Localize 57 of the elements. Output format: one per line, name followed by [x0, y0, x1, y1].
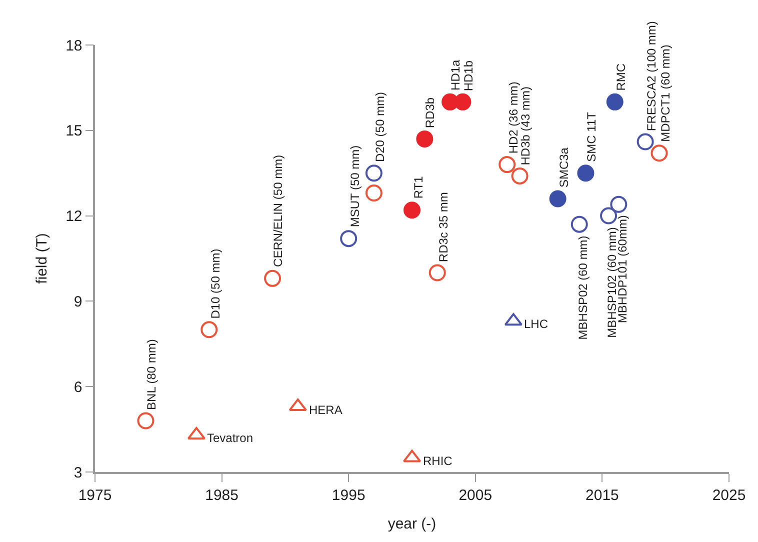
point — [549, 190, 566, 208]
annotation: RD3b — [423, 97, 438, 128]
x-tick-label: 1985 — [205, 486, 238, 504]
annotation: BNL (80 mm) — [144, 339, 158, 410]
annotation: MBHSP02 (60 mm) — [576, 236, 590, 340]
annotation: HD3b (43 mm) — [518, 86, 532, 166]
y-tick-label: 18 — [66, 37, 82, 54]
point — [570, 216, 588, 233]
y-tick-label: 12 — [66, 208, 82, 226]
annotation: HD1b — [461, 60, 476, 92]
annotation: HD2 (36 mm) — [506, 82, 521, 154]
y-axis-title: field (T) — [33, 233, 50, 284]
x-tick-label: 2025 — [712, 486, 746, 504]
annotation: HD1a — [448, 59, 463, 90]
point — [511, 167, 528, 184]
annotation: MSUT (50 mm) — [348, 145, 362, 228]
annotation: CERN/ELIN (50 mm) — [271, 154, 286, 267]
point — [428, 264, 446, 282]
point — [264, 270, 282, 287]
point — [340, 230, 358, 248]
x-tick-label: 1975 — [78, 486, 112, 504]
annotation: RD3c 35 mm — [436, 192, 451, 262]
point — [600, 207, 618, 224]
point — [636, 133, 654, 150]
point — [650, 144, 668, 162]
point — [498, 156, 516, 174]
x-axis-title: year (-) — [388, 515, 436, 532]
y-tick-label: 9 — [74, 293, 82, 310]
x-tick-label: 2005 — [458, 486, 492, 504]
x-tick-label: 1995 — [332, 486, 366, 504]
annotation: LHC — [524, 317, 548, 331]
annotation: RMC — [614, 63, 628, 91]
annotation: SMC 11T — [584, 111, 599, 162]
annotation: RHIC — [423, 454, 453, 468]
annotation: MDPCT1 (60 mm) — [658, 44, 673, 142]
point — [610, 196, 628, 213]
annotation: HERA — [309, 403, 342, 417]
y-tick-label: 15 — [66, 122, 82, 140]
point — [365, 164, 382, 182]
x-tick-label: 2015 — [586, 486, 619, 504]
point — [365, 184, 382, 202]
point — [404, 202, 420, 219]
point — [200, 321, 218, 338]
annotation: RT1 — [411, 176, 426, 199]
point — [416, 130, 434, 148]
annotation: FRESCA2 (100 mm) — [644, 21, 659, 132]
annotation: D20 (50 mm) — [372, 92, 387, 162]
point — [606, 93, 624, 110]
annotation: D10 (50 mm) — [208, 248, 222, 319]
annotation: Tevatron — [207, 431, 254, 445]
point — [288, 398, 307, 412]
point — [137, 412, 154, 430]
annotation: SMC3a — [557, 147, 572, 188]
point — [454, 93, 472, 110]
y-tick-label: 3 — [74, 464, 82, 482]
point — [577, 164, 594, 182]
y-tick-label: 6 — [74, 378, 82, 396]
